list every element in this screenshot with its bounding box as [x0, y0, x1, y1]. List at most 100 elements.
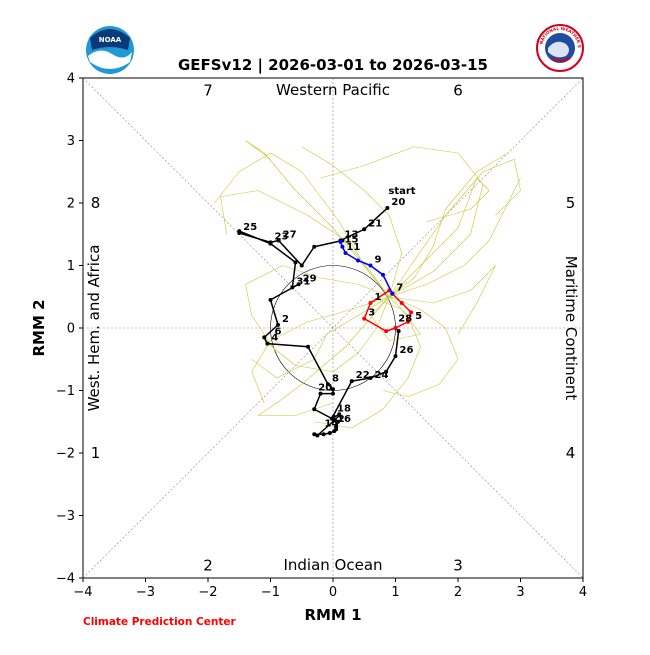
x-tick-label: −3 — [136, 585, 155, 600]
observed-point — [276, 322, 280, 327]
forecast-day-label: 9 — [375, 255, 382, 266]
observed-point — [337, 412, 342, 417]
phase-number: 3 — [453, 557, 463, 575]
y-tick-label: 2 — [67, 197, 75, 212]
ensemble-member-line — [389, 177, 521, 298]
y-tick-label: 1 — [67, 259, 75, 274]
forecast-week2-point — [356, 258, 360, 263]
observed-point — [326, 382, 330, 387]
y-axis-ticks: −4 −3 −2 −1 0 1 2 3 4 — [56, 72, 83, 587]
forecast-week1-point — [409, 310, 414, 315]
observed-point — [362, 227, 367, 232]
phase-number: 8 — [91, 194, 101, 212]
observed-point — [312, 244, 317, 249]
observed-point — [312, 432, 317, 437]
y-tick-label: −4 — [56, 572, 75, 587]
observed-point — [237, 229, 242, 234]
phase-number: 1 — [91, 444, 101, 462]
observed-day-label: 6 — [275, 326, 282, 337]
nws-logo-ring-path: NATIONAL WEATHER SERVICE — [0, 0, 582, 48]
observed-day-label: 29 — [303, 273, 317, 284]
observed-day-label: 22 — [356, 370, 370, 381]
ensemble-member-line — [251, 296, 390, 404]
forecast-week2 — [338, 239, 395, 296]
observed-point — [268, 297, 273, 302]
observed-point — [268, 241, 273, 246]
credit-text: Climate Prediction Center — [83, 616, 236, 628]
x-tick-label: 1 — [391, 585, 399, 600]
observed-day-label: 2 — [282, 314, 289, 325]
region-label-maritime-continent: Maritime Continent — [562, 256, 580, 401]
observed-point — [331, 387, 335, 392]
ensemble-member-line — [245, 265, 390, 354]
observed-day-label: 20 — [391, 197, 405, 208]
x-tick-label: −4 — [73, 585, 92, 600]
y-tick-label: −2 — [56, 447, 75, 462]
ensemble-member-line — [220, 190, 390, 297]
ensemble-member-line — [264, 296, 390, 373]
observed-day-label: 24 — [375, 370, 389, 381]
observed-point — [299, 263, 304, 268]
observed-point — [306, 344, 310, 349]
observed-trajectory — [237, 206, 401, 438]
observed-day-label: 21 — [368, 218, 382, 229]
phase-number: 7 — [203, 82, 213, 100]
x-tick-label: 2 — [454, 585, 462, 600]
ensemble-member-line — [389, 152, 509, 297]
observed-day-label: 14 — [325, 418, 339, 429]
start-label: start — [388, 186, 415, 197]
forecast-day-label: 15 — [345, 235, 359, 246]
observed-point — [276, 238, 281, 243]
ensemble-members — [214, 140, 521, 429]
forecast-week1-point — [368, 301, 373, 305]
phase-number: 6 — [453, 82, 463, 100]
x-tick-label: 3 — [516, 585, 524, 600]
observed-point — [262, 335, 267, 340]
observed-point — [349, 379, 354, 384]
observed-point — [331, 391, 335, 396]
observed-point — [327, 431, 332, 435]
observed-point — [265, 341, 270, 346]
y-tick-label: 4 — [67, 72, 75, 87]
observed-day-label: 31 — [296, 276, 310, 287]
observed-day-label: 18 — [337, 403, 351, 414]
forecast-week2-point — [338, 239, 343, 244]
phase-number: 2 — [203, 557, 213, 575]
observed-point — [321, 432, 326, 437]
ensemble-member-line — [389, 177, 490, 297]
forecast-week1-point — [362, 316, 367, 321]
ensemble-member-line — [314, 296, 421, 429]
noaa-logo-text: NOAA — [99, 36, 122, 44]
forecast-day-label: 1 — [375, 292, 382, 303]
forecast-day-label: 28 — [398, 313, 412, 324]
region-label-indian-ocean: Indian Ocean — [283, 556, 382, 574]
forecast-week1-point — [399, 301, 404, 305]
region-label-west-hem-africa: West. Hem. and Africa — [85, 245, 103, 412]
observed-day-label: 23 — [275, 231, 289, 242]
phase-number: 4 — [566, 444, 576, 462]
ensemble-member-line — [389, 265, 496, 335]
ensemble-member-line — [389, 158, 521, 297]
chart-title: GEFSv12 | 2026-03-01 to 2026-03-15 — [178, 56, 488, 75]
ensemble-member-line — [257, 296, 390, 416]
y-tick-label: 0 — [67, 322, 75, 337]
forecast-day-label: 11 — [346, 242, 360, 253]
region-label-western-pacific: Western Pacific — [276, 81, 390, 99]
observed-day-label: 13 — [345, 230, 359, 241]
observed-point — [336, 419, 340, 424]
forecast-week2-point — [340, 244, 345, 249]
x-tick-label: −1 — [261, 585, 280, 600]
observed-point — [329, 416, 334, 421]
forecast-week2-point — [343, 251, 348, 255]
ensemble-member-line — [320, 146, 484, 298]
observed-day-label: 12 — [331, 414, 345, 425]
forecast-week2-point — [390, 291, 395, 296]
observed-day-label: 20 — [318, 383, 332, 394]
observed-day-label: 25 — [243, 222, 257, 233]
observed-day-label: 4 — [271, 333, 278, 344]
forecast-week1-point — [384, 329, 389, 334]
ensemble-member-line — [382, 296, 459, 398]
observed-point — [293, 260, 298, 265]
observed-point — [368, 376, 373, 380]
